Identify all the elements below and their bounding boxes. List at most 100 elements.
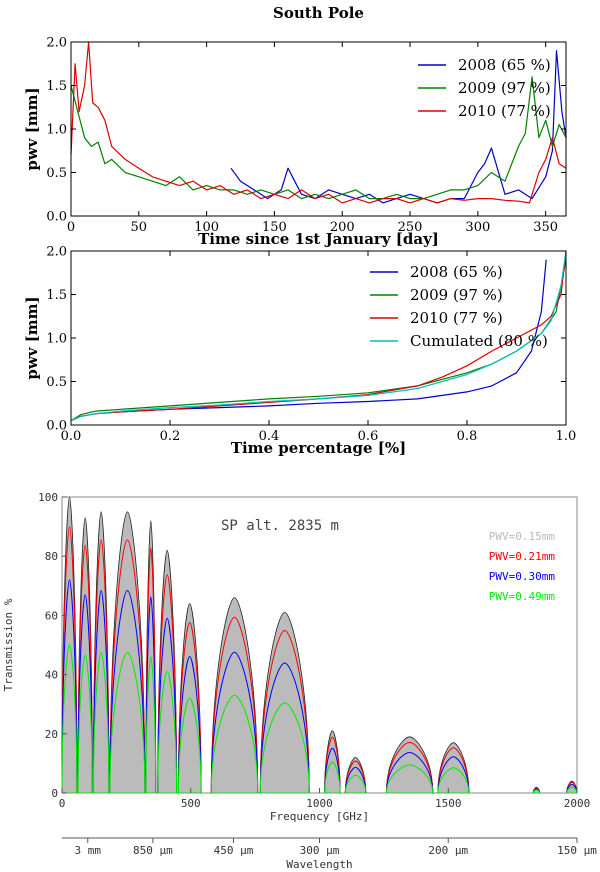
series-line-2 <box>70 41 567 204</box>
x-axis-label: Time since 1st January [day] <box>198 230 439 248</box>
transmission-band-3-10 <box>344 774 367 794</box>
wavelength-tick-label: 3 mm <box>75 844 102 857</box>
x-tick-label: 150 <box>262 220 287 235</box>
x-tick-label: 1.0 <box>556 429 577 444</box>
y-tick-label: 20 <box>45 728 58 741</box>
x-tick-label: 250 <box>398 220 423 235</box>
transmission-band-1-6 <box>177 621 202 794</box>
transmission-band-1-1 <box>77 544 93 794</box>
x-axis-label: Time percentage [%] <box>231 439 406 457</box>
legend-label-1: PWV=0.21mm <box>489 550 556 563</box>
x-tick-label: 200 <box>330 220 355 235</box>
y-tick-label: 0 <box>51 787 58 800</box>
y-axis-label: pwv [mm] <box>23 296 41 379</box>
transmission-band-1-8 <box>259 629 310 794</box>
transmission-band-2-3 <box>109 589 146 794</box>
y-axis-label: Transmission % <box>2 598 15 691</box>
wavelength-tick-label: 300 μm <box>300 844 340 857</box>
x-tick-label: 0.2 <box>160 429 181 444</box>
y-tick-label: 60 <box>45 609 58 622</box>
transmission-band-1-3 <box>109 539 146 794</box>
x-tick-label: 1000 <box>306 797 333 810</box>
y-tick-label: 0.0 <box>46 419 67 434</box>
legend-label-1: 2009 (97 %) <box>458 79 551 97</box>
x-tick-label: 0.4 <box>259 429 280 444</box>
x-tick-label: 0 <box>59 797 66 810</box>
x-tick-label: 350 <box>533 220 558 235</box>
x-tick-label: 0.8 <box>457 429 478 444</box>
y-tick-label: 0.5 <box>46 166 67 181</box>
transmission-band-3-4 <box>145 656 157 794</box>
x-tick-label: 50 <box>131 220 148 235</box>
y-tick-label: 1.5 <box>46 288 67 303</box>
series-line-0 <box>230 50 567 204</box>
transmission-band-3-12 <box>437 767 470 794</box>
transmission-spectrum-panel: 0 500 1000 1500 2000 0 20 40 60 80 100 Frequency [G… <box>2 491 597 871</box>
transmission-band-3-7 <box>210 694 259 794</box>
legend-label-0: PWV=0.15mm <box>489 530 556 543</box>
series-line-3 <box>70 250 567 422</box>
x-axis-label: Frequency [GHz] <box>270 810 369 823</box>
transmission-band-2-7 <box>210 651 259 794</box>
site-annotation: SP alt. 2835 m <box>221 518 339 534</box>
legend-label-3: PWV=0.49mm <box>489 590 556 603</box>
legend-label-2: 2010 (77 %) <box>458 102 551 120</box>
y-tick-label: 0.5 <box>46 375 67 390</box>
transmission-band-1-2 <box>92 539 110 794</box>
transmission-band-2-6 <box>177 656 202 794</box>
transmission-band-2-0 <box>61 579 78 794</box>
legend-label-0: 2008 (65 %) <box>410 263 503 281</box>
wavelength-tick-label: 150 μm <box>557 844 597 857</box>
transmission-band-3-13 <box>532 789 541 794</box>
transmission-band-2-1 <box>77 594 93 794</box>
wavelength-tick-label: 850 μm <box>133 844 173 857</box>
wavelength-axis-label: Wavelength <box>286 858 352 871</box>
legend-label-0: 2008 (65 %) <box>458 56 551 74</box>
transmission-band-3-6 <box>177 697 202 794</box>
legend-label-2: 2010 (77 %) <box>410 309 503 327</box>
y-tick-label: 1.0 <box>46 332 67 347</box>
transmission-band-1-7 <box>210 616 259 794</box>
x-tick-label: 0.6 <box>358 429 379 444</box>
transmission-band-1-5 <box>157 574 178 794</box>
transmission-band-3-0 <box>61 644 78 794</box>
y-axis-label: pwv [mm] <box>23 87 41 170</box>
x-tick-label: 100 <box>194 220 219 235</box>
x-tick-label: 0 <box>67 220 75 235</box>
legend-label-3: Cumulated (80 %) <box>410 332 548 350</box>
transmission-band-2-5 <box>157 617 178 794</box>
transmission-band-3-8 <box>259 702 310 794</box>
y-tick-label: 80 <box>45 550 58 563</box>
wavelength-tick-label: 450 μm <box>214 844 254 857</box>
x-tick-label: 2000 <box>564 797 591 810</box>
transmission-band-1-0 <box>61 526 78 794</box>
transmission-band-2-10 <box>344 766 367 794</box>
legend-label-2: PWV=0.30mm <box>489 570 556 583</box>
transmission-band-3-1 <box>77 654 93 794</box>
pwv-cumulative-panel: 0.0 0.2 0.4 0.6 0.8 1.0 0.0 0.5 1.0 1.5 2.0 Time pe… <box>23 245 576 458</box>
transmission-band-3-5 <box>157 671 178 794</box>
pwv-time-series-panel: South Pole 0 50 100 150 200 250 300 350 0.0 0.5 1.0… <box>23 4 567 248</box>
y-tick-label: 2.0 <box>46 36 67 51</box>
transmission-band-2-8 <box>259 662 310 794</box>
transmission-band-3-2 <box>92 651 110 794</box>
x-tick-label: 300 <box>465 220 490 235</box>
transmission-band-3-3 <box>109 651 146 794</box>
y-tick-label: 0.0 <box>46 210 67 225</box>
transmission-band-2-12 <box>437 756 470 794</box>
transmission-band-3-11 <box>385 764 434 794</box>
transmission-band-2-4 <box>145 596 157 794</box>
series-line-2 <box>70 250 567 422</box>
x-tick-label: 500 <box>181 797 201 810</box>
transmission-band-1-11 <box>385 741 434 794</box>
wavelength-tick-label: 200 μm <box>428 844 468 857</box>
x-tick-label: 1500 <box>435 797 462 810</box>
y-tick-label: 1.5 <box>46 79 67 94</box>
chart-title: South Pole <box>273 4 364 22</box>
transmission-band-2-11 <box>385 751 434 794</box>
y-tick-label: 40 <box>45 669 58 682</box>
transmission-band-2-2 <box>92 589 110 794</box>
x-tick-label: 0.0 <box>61 429 82 444</box>
y-tick-label: 1.0 <box>46 123 67 138</box>
